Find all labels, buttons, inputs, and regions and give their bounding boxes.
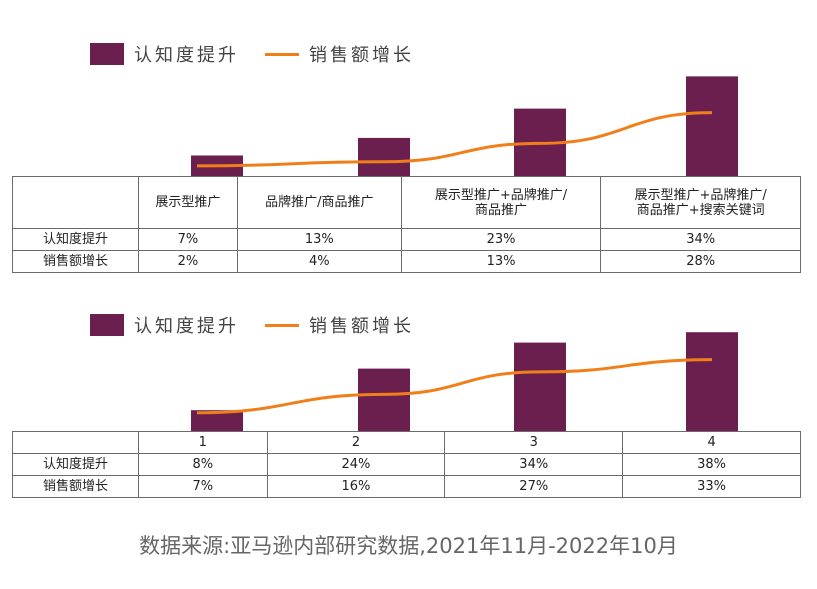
- category-header: 3: [444, 431, 624, 454]
- bar-chart-1: [191, 76, 738, 176]
- sales-value: 4%: [236, 250, 402, 273]
- sales-growth-line: [196, 358, 713, 415]
- legend-line-label: 销售额增长: [309, 316, 414, 337]
- row-label-awareness: 认知度提升: [12, 228, 139, 251]
- row-label-sales: 销售额增长: [12, 475, 139, 498]
- awareness-value: 13%: [236, 228, 402, 251]
- row-label-sales: 销售额增长: [12, 250, 139, 273]
- sales-value: 13%: [400, 250, 602, 273]
- awareness-value: 7%: [138, 228, 238, 251]
- data-table-1: 展示型推广 品牌推广/商品推广 展示型推广+品牌推广/商品推广 展示型推广+品牌…: [12, 176, 801, 273]
- sales-growth-line: [196, 111, 713, 168]
- category-header: 展示型推广+品牌推广/商品推广+搜索关键词: [600, 176, 801, 229]
- table-corner: [12, 431, 139, 454]
- row-label-awareness: 认知度提升: [12, 453, 139, 476]
- bar-awareness-2: [358, 368, 410, 431]
- sales-value: 28%: [600, 250, 801, 273]
- bar-awareness-4: [686, 76, 738, 176]
- bar-awareness-1: [191, 410, 243, 431]
- legend-line-swatch: [265, 323, 299, 327]
- legend-bar-label: 认知度提升: [134, 45, 239, 66]
- chart-panel-1: 认知度提升 销售额增长 展示型推广 品牌推广/商品推广 展示型推广+品牌推广/商…: [0, 0, 817, 280]
- awareness-value: 34%: [444, 453, 624, 476]
- source-note: 数据来源:亚马逊内部研究数据,2021年11月-2022年10月: [139, 534, 678, 558]
- legend-bar-label: 认知度提升: [134, 316, 239, 337]
- category-header: 1: [138, 431, 268, 454]
- legend-bar-swatch: [90, 314, 124, 336]
- sales-value: 27%: [444, 475, 624, 498]
- bar-awareness-4: [686, 332, 738, 431]
- chart-legend: 认知度提升 销售额增长: [90, 41, 414, 67]
- chart-panel-2: 认知度提升 销售额增长 1 2 3 4 认知度提升 8% 24% 34% 38%…: [0, 300, 817, 510]
- awareness-value: 23%: [400, 228, 602, 251]
- data-table-2: 1 2 3 4 认知度提升 8% 24% 34% 38% 销售额增长 7% 16…: [12, 431, 801, 498]
- sales-value: 16%: [266, 475, 446, 498]
- legend-bar-swatch: [90, 43, 124, 65]
- chart-legend: 认知度提升 销售额增长: [90, 312, 414, 338]
- category-header: 4: [622, 431, 801, 454]
- legend-line-label: 销售额增长: [309, 45, 414, 66]
- category-header: 2: [266, 431, 446, 454]
- category-header: 品牌推广/商品推广: [236, 176, 402, 229]
- table-corner: [12, 176, 139, 229]
- sales-value: 33%: [622, 475, 801, 498]
- category-header: 展示型推广+品牌推广/商品推广: [400, 176, 602, 229]
- sales-value: 2%: [138, 250, 238, 273]
- sales-value: 7%: [138, 475, 268, 498]
- awareness-value: 24%: [266, 453, 446, 476]
- awareness-value: 38%: [622, 453, 801, 476]
- bar-chart-2: [191, 332, 738, 431]
- category-header: 展示型推广: [138, 176, 238, 229]
- awareness-value: 8%: [138, 453, 268, 476]
- awareness-value: 34%: [600, 228, 801, 251]
- legend-line-swatch: [265, 52, 299, 56]
- bar-awareness-2: [358, 137, 410, 176]
- bar-awareness-3: [514, 342, 566, 431]
